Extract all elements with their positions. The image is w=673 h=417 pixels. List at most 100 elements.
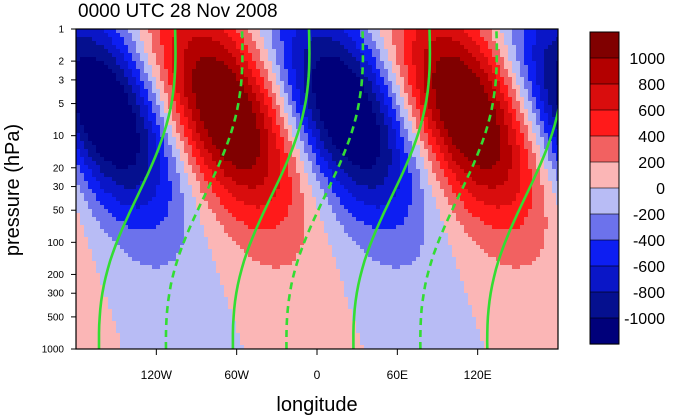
field-cell bbox=[84, 181, 89, 186]
field-cell bbox=[176, 101, 181, 106]
field-cell bbox=[316, 153, 321, 158]
field-cell bbox=[304, 305, 309, 310]
field-cell bbox=[312, 189, 317, 194]
field-cell bbox=[216, 105, 221, 110]
field-cell bbox=[284, 289, 289, 294]
field-cell bbox=[84, 293, 89, 298]
field-cell bbox=[192, 261, 197, 266]
field-cell bbox=[164, 241, 169, 246]
field-cell bbox=[296, 125, 301, 130]
field-cell bbox=[176, 329, 181, 334]
field-cell bbox=[152, 297, 157, 302]
field-cell bbox=[128, 145, 133, 150]
field-cell bbox=[144, 53, 149, 58]
field-cell bbox=[200, 261, 205, 266]
field-cell bbox=[80, 217, 85, 222]
field-cell bbox=[280, 241, 285, 246]
field-cell bbox=[108, 101, 113, 106]
field-cell bbox=[152, 93, 157, 98]
field-cell bbox=[280, 249, 285, 254]
field-cell bbox=[280, 145, 285, 150]
field-cell bbox=[280, 61, 285, 66]
field-cell bbox=[132, 121, 137, 126]
field-cell bbox=[96, 97, 101, 102]
field-cell bbox=[316, 57, 321, 62]
field-cell bbox=[148, 313, 153, 318]
field-cell bbox=[260, 81, 265, 86]
field-cell bbox=[316, 93, 321, 98]
field-cell bbox=[288, 41, 293, 46]
field-cell bbox=[112, 177, 117, 182]
field-cell bbox=[84, 285, 89, 290]
field-cell bbox=[116, 77, 121, 82]
field-cell bbox=[276, 45, 281, 50]
field-cell bbox=[224, 269, 229, 274]
field-cell bbox=[224, 225, 229, 230]
field-cell bbox=[256, 269, 261, 274]
field-cell bbox=[296, 317, 301, 322]
field-cell bbox=[196, 29, 201, 34]
field-cell bbox=[272, 53, 277, 58]
field-cell bbox=[184, 145, 189, 150]
field-cell bbox=[180, 97, 185, 102]
field-cell bbox=[288, 233, 293, 238]
field-cell bbox=[236, 85, 241, 90]
field-cell bbox=[168, 137, 173, 142]
field-cell bbox=[316, 225, 321, 230]
field-cell bbox=[252, 145, 257, 150]
field-cell bbox=[296, 321, 301, 326]
field-cell bbox=[112, 189, 117, 194]
field-cell bbox=[128, 325, 133, 330]
field-cell bbox=[320, 45, 325, 50]
field-cell bbox=[88, 169, 93, 174]
field-cell bbox=[96, 65, 101, 70]
field-cell bbox=[152, 65, 157, 70]
field-cell bbox=[188, 305, 193, 310]
field-cell bbox=[200, 337, 205, 342]
field-cell bbox=[144, 217, 149, 222]
field-cell bbox=[100, 277, 105, 282]
field-cell bbox=[80, 205, 85, 210]
field-cell bbox=[92, 65, 97, 70]
field-cell bbox=[180, 205, 185, 210]
field-cell bbox=[320, 53, 325, 58]
field-cell bbox=[184, 181, 189, 186]
field-cell bbox=[180, 109, 185, 114]
field-cell bbox=[312, 89, 317, 94]
field-cell bbox=[232, 277, 237, 282]
field-cell bbox=[228, 101, 233, 106]
field-cell bbox=[148, 125, 153, 130]
field-cell bbox=[76, 117, 81, 122]
field-cell bbox=[256, 181, 261, 186]
field-cell bbox=[312, 105, 317, 110]
field-cell bbox=[128, 241, 133, 246]
field-cell bbox=[220, 45, 225, 50]
field-cell bbox=[300, 301, 305, 306]
field-cell bbox=[292, 253, 297, 258]
field-cell bbox=[128, 305, 133, 310]
field-cell bbox=[304, 57, 309, 62]
field-cell bbox=[204, 257, 209, 262]
field-cell bbox=[260, 209, 265, 214]
field-cell bbox=[240, 137, 245, 142]
field-cell bbox=[224, 249, 229, 254]
field-cell bbox=[196, 321, 201, 326]
field-cell bbox=[292, 165, 297, 170]
field-cell bbox=[264, 29, 269, 34]
field-cell bbox=[280, 205, 285, 210]
field-cell bbox=[300, 201, 305, 206]
field-cell bbox=[124, 317, 129, 322]
field-cell bbox=[196, 53, 201, 58]
field-cell bbox=[300, 29, 305, 34]
field-cell bbox=[228, 121, 233, 126]
field-cell bbox=[252, 265, 257, 270]
field-cell bbox=[108, 173, 113, 178]
field-cell bbox=[216, 117, 221, 122]
field-cell bbox=[140, 277, 145, 282]
field-cell bbox=[184, 133, 189, 138]
field-cell bbox=[172, 241, 177, 246]
field-cell bbox=[264, 145, 269, 150]
field-cell bbox=[304, 233, 309, 238]
field-cell bbox=[268, 65, 273, 70]
field-cell bbox=[132, 85, 137, 90]
